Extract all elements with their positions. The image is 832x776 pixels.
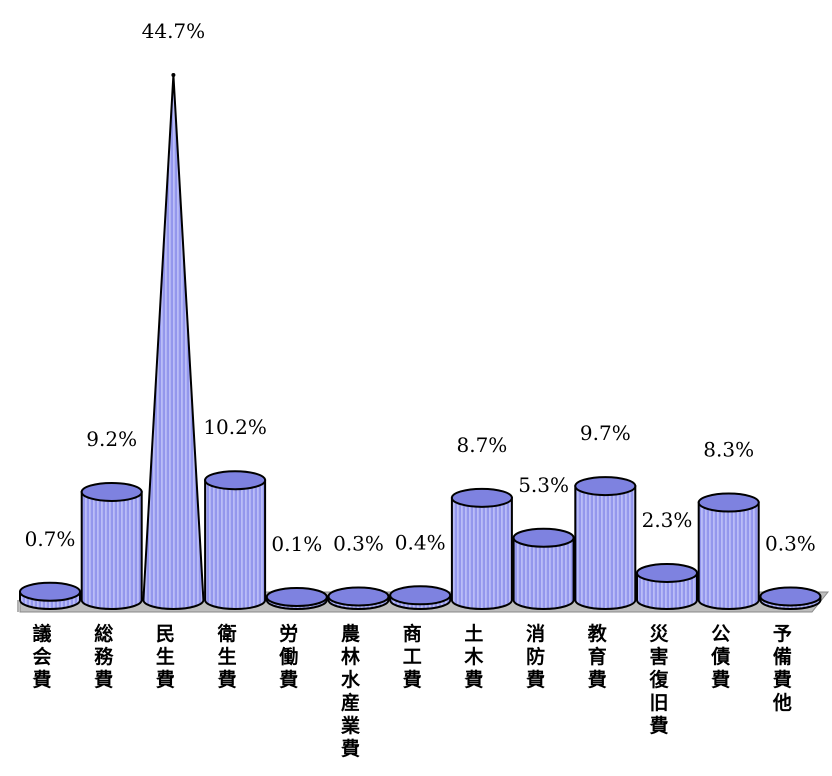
bar-3 [142,73,205,610]
value-label: 9.7% [580,421,631,445]
bar-cylinder-top [574,476,637,497]
value-label: 10.2% [203,415,267,439]
category-label: 労働費 [278,622,298,691]
chart-category-labels: 議会費 総務費 民生費 衛生費 労働費 農林水産業費 商工費 土木費 消防費 教育費 災害復旧費 公債… [32,622,791,760]
category-label: 衛生費 [217,622,237,691]
bar-cylinder-body [204,479,267,610]
bar-cylinder-body [574,485,637,610]
bar-13 [759,586,822,610]
bar-10 [574,476,637,610]
value-label: 5.3% [518,473,569,497]
chart-value-labels: 0.7% 9.2% 44.7% 10.2% 0.1% 0.3% 0.4% 8.7% 5.3% 9.… [25,19,816,556]
value-label: 0.1% [271,532,322,556]
bar-cone-body [142,74,205,610]
bar-6 [327,586,390,610]
chart-bars [19,73,822,610]
bar-cylinder-top [80,481,143,502]
category-label: 土木費 [463,623,484,691]
bar-cylinder-top [636,562,698,583]
bar-cylinder-top [697,492,760,513]
bar-cylinder-top [204,470,267,491]
bar-cylinder-body [512,536,575,610]
value-label: 0.4% [395,530,446,554]
bar-cylinder-top [512,527,575,548]
category-label: 教育費 [588,622,608,691]
category-label: 農林水産業費 [340,623,361,760]
bar-5 [265,587,328,610]
value-label: 8.7% [456,433,507,457]
value-label: 44.7% [142,19,206,43]
value-label: 0.3% [765,531,816,555]
bar-11 [636,562,698,610]
bar-cylinder-body [80,490,143,610]
value-label: 0.3% [333,531,384,555]
category-label: 商工費 [403,622,422,691]
bar-cylinder-top [450,487,513,508]
category-label: 総務費 [94,622,114,691]
bar-cylinder-body [450,496,513,610]
bar-cylinder-top [759,586,822,607]
bar-1 [19,581,81,610]
value-label: 9.2% [86,427,137,451]
bar-7 [389,585,452,610]
value-label: 2.3% [642,508,693,532]
bar-cylinder-top [389,585,452,606]
bar-cylinder-top [19,581,81,602]
value-label: 8.3% [703,438,754,462]
bar-cylinder-body [697,501,760,610]
bar-cylinder-body [636,571,698,610]
category-label: 民生費 [156,623,175,691]
bar-8 [450,487,513,610]
bar-9 [512,527,575,610]
category-label: 議会費 [32,622,51,691]
bar-cylinder-top [327,586,390,607]
bar-12 [697,492,760,610]
value-label: 0.7% [25,527,76,551]
bar-4 [204,470,267,610]
category-label: 災害復旧費 [648,623,669,737]
bar-2 [80,481,143,610]
bar-cone-tip [171,73,176,77]
category-label: 公債費 [710,623,730,691]
category-label: 予備費他 [772,623,792,714]
category-label: 消防費 [526,622,545,691]
bar-cylinder-top [265,587,328,607]
